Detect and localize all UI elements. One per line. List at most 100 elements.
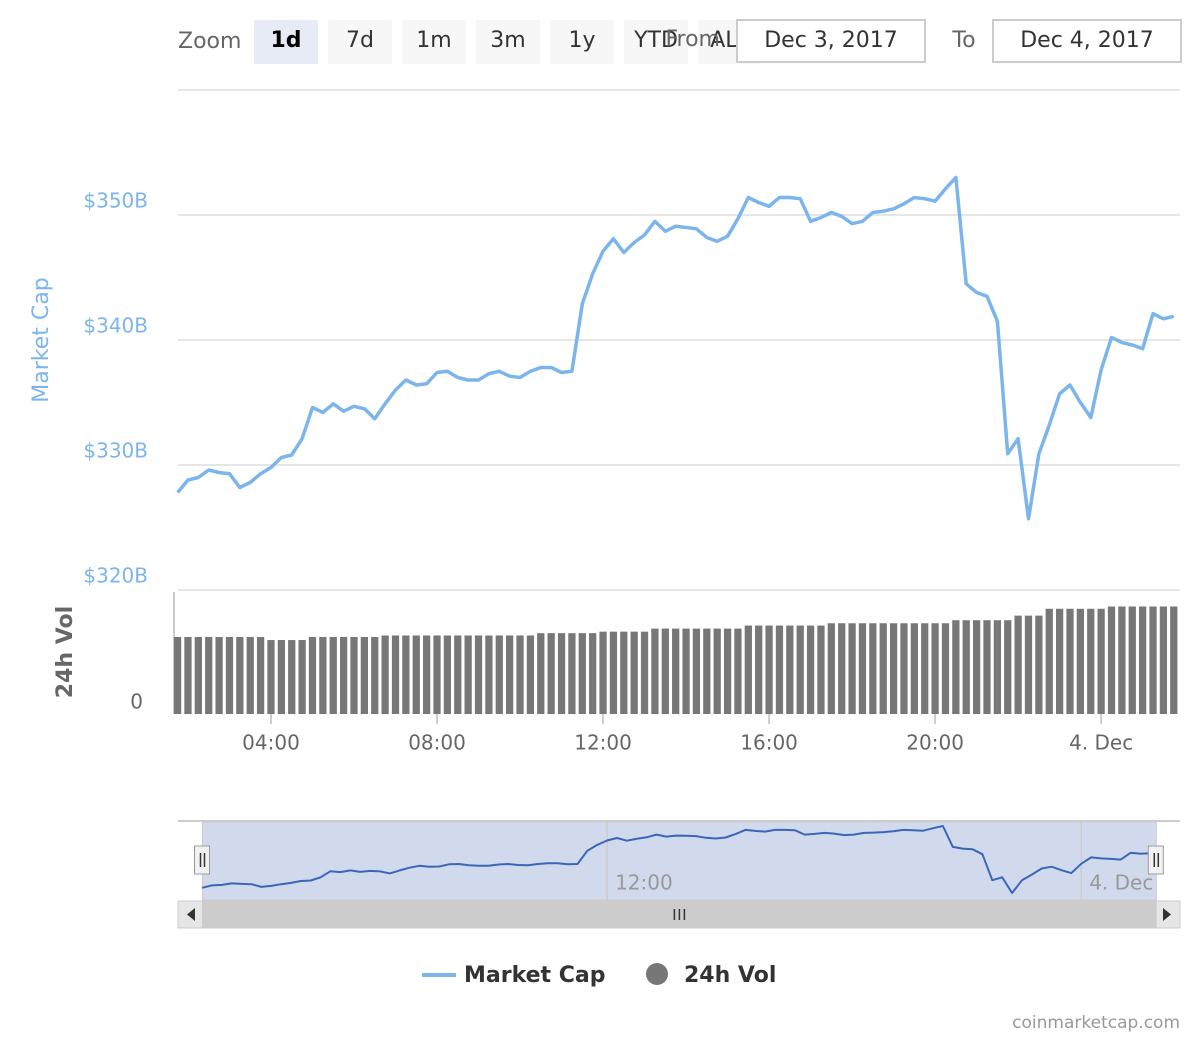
- volume-bar: [506, 635, 514, 714]
- volume-bar: [1118, 606, 1126, 714]
- volume-bar: [256, 636, 265, 714]
- to-input[interactable]: [992, 19, 1182, 63]
- to-value[interactable]: Dec 4, 2017: [1020, 28, 1154, 53]
- navigator-line: [201, 825, 1151, 894]
- range-button[interactable]: [402, 20, 466, 64]
- volume-bar: [1149, 606, 1157, 714]
- volume-bar: [526, 635, 535, 714]
- volume-bar: [827, 623, 835, 714]
- y-tick-label: $320B: [83, 564, 148, 588]
- volume-bar: [246, 636, 254, 714]
- range-button-label[interactable]: 7d: [346, 28, 374, 53]
- volume-bar: [879, 623, 887, 714]
- volume-bar: [869, 623, 877, 714]
- from-input[interactable]: [736, 19, 926, 63]
- volume-bar: [609, 631, 618, 714]
- legend-dot-symbol: [646, 963, 668, 985]
- volume-bar: [391, 635, 400, 714]
- y-tick-label: $330B: [83, 439, 148, 463]
- range-button-label[interactable]: 3m: [490, 28, 525, 53]
- volume-bar: [423, 635, 431, 714]
- volume-bar: [630, 631, 638, 714]
- volume-bar: [277, 640, 285, 714]
- y-tick-label: $340B: [83, 314, 148, 338]
- volume-bar: [900, 623, 908, 714]
- range-button[interactable]: [254, 20, 318, 64]
- zoom-label: Zoom: [178, 29, 241, 54]
- to-label: To: [951, 28, 975, 53]
- volume-bar: [993, 620, 1001, 714]
- credits[interactable]: coinmarketcap.com: [1012, 1013, 1180, 1033]
- y2-tick-label: 0: [130, 690, 143, 714]
- volume-bar: [1055, 608, 1064, 714]
- volume-bar: [796, 625, 804, 714]
- volume-bar: [339, 636, 348, 714]
- volume-bar: [402, 635, 410, 714]
- volume-bar: [983, 620, 991, 714]
- volume-bar: [433, 635, 441, 714]
- x-tick-label: 04:00: [242, 731, 300, 755]
- range-button[interactable]: [550, 20, 614, 64]
- volume-bar: [1024, 615, 1033, 714]
- range-button[interactable]: [624, 20, 688, 64]
- volume-bar: [972, 620, 981, 714]
- volume-bar: [350, 636, 358, 714]
- navigator-handle[interactable]: [193, 845, 210, 875]
- volume-bar: [329, 636, 337, 714]
- volume-bar: [381, 635, 389, 714]
- volume-bar: [599, 631, 607, 714]
- volume-bar: [454, 635, 462, 714]
- volume-bar: [838, 623, 846, 714]
- x-tick-label: 20:00: [906, 731, 964, 755]
- volume-bar: [1014, 615, 1022, 714]
- volume-bar: [215, 636, 223, 714]
- volume-bar: [713, 628, 721, 714]
- volume-bar: [589, 633, 597, 714]
- volume-bar: [848, 623, 856, 714]
- from-value[interactable]: Dec 3, 2017: [764, 28, 898, 53]
- volume-bar: [775, 625, 784, 714]
- volume-bar: [1076, 608, 1085, 714]
- scroll-right-arrow: [1163, 908, 1171, 921]
- market-cap-line: [176, 175, 1175, 521]
- volume-bar: [858, 623, 867, 714]
- volume-bar: [921, 623, 929, 714]
- range-button[interactable]: [476, 20, 540, 64]
- x-tick-label: 12:00: [574, 731, 632, 755]
- navigator-selection: [201, 821, 1157, 901]
- range-button-label[interactable]: 1m: [416, 28, 451, 53]
- legend-label[interactable]: Market Cap: [464, 963, 605, 988]
- volume-bar: [692, 628, 701, 714]
- volume-bar: [495, 635, 503, 714]
- handle-grip: [1153, 853, 1160, 867]
- y-tick-label: $350B: [83, 189, 148, 213]
- range-button-label[interactable]: 1y: [568, 28, 595, 53]
- range-button[interactable]: [328, 20, 392, 64]
- range-button-label[interactable]: 1d: [270, 28, 301, 53]
- legend-label[interactable]: 24h Vol: [684, 963, 776, 988]
- volume-bar: [1107, 606, 1116, 714]
- volume-bar: [952, 620, 960, 714]
- volume-bar: [734, 628, 742, 714]
- volume-bar: [703, 628, 711, 714]
- volume-bar: [557, 633, 566, 714]
- range-button-label[interactable]: YTD: [633, 28, 678, 53]
- volume-bar: [412, 635, 420, 714]
- volume-bar: [755, 625, 763, 714]
- volume-bar: [184, 636, 192, 714]
- navigator-handle[interactable]: [1147, 845, 1164, 875]
- volume-bar: [371, 636, 379, 714]
- volume-bar: [1004, 620, 1012, 714]
- from-label: From: [665, 27, 720, 52]
- volume-bar: [1066, 608, 1074, 714]
- volume-bar: [640, 631, 649, 714]
- volume-bar: [672, 628, 680, 714]
- volume-bar: [1045, 608, 1053, 714]
- volume-bar: [1035, 615, 1043, 714]
- volume-bar: [889, 623, 898, 714]
- volume-bar: [1139, 606, 1147, 714]
- volume-bar: [651, 628, 659, 714]
- handle-grip: [199, 853, 206, 867]
- thumb-grip: [673, 909, 686, 920]
